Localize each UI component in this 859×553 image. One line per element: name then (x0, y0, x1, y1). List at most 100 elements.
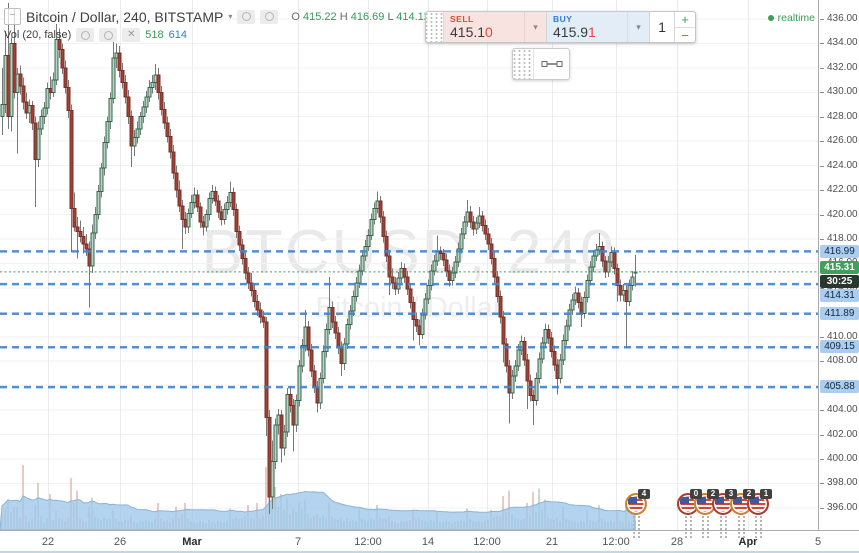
candle-body (165, 122, 170, 137)
realtime-dot-icon (767, 15, 774, 21)
candle-body (204, 214, 209, 228)
candle-body (606, 261, 611, 273)
candle-body (423, 298, 428, 316)
sell-label: SELL (450, 14, 474, 24)
volume-ma-value: 614 (168, 29, 187, 41)
candle-body (432, 260, 437, 272)
candle-body (345, 324, 350, 345)
candle-body (612, 251, 617, 269)
tick-mark (820, 116, 824, 118)
toggle-visibility-icon[interactable] (76, 28, 95, 42)
tick-mark (820, 287, 824, 289)
candle-body (495, 276, 500, 297)
candle-body (162, 108, 167, 124)
candle-body (198, 206, 203, 223)
high-value: 416.69 (350, 10, 385, 23)
candle-body (354, 282, 359, 297)
candle-body (462, 221, 467, 235)
candle-body (111, 57, 116, 99)
tick-mark (820, 43, 824, 45)
candle-body (261, 316, 266, 323)
candle-body (384, 236, 389, 257)
buy-price: 415.91 (553, 24, 596, 40)
candle-body (483, 225, 488, 235)
buy-dropdown-arrow[interactable]: ▾ (627, 12, 649, 42)
circle-icon (264, 12, 274, 21)
candle-body (306, 326, 311, 351)
time-tick-label: 22 (41, 536, 55, 548)
time-tick-label: 26 (113, 536, 127, 548)
price-level-label: 416.99 (820, 245, 859, 258)
candle-body (132, 137, 137, 147)
candle-body (582, 297, 587, 315)
trend-line-tool-icon[interactable] (534, 49, 569, 79)
buy-button[interactable]: BUY 415.91 (546, 12, 627, 42)
collapse-legend-button[interactable]: − (4, 8, 21, 25)
sell-dropdown-arrow[interactable]: ▾ (524, 12, 546, 42)
candle-body (357, 270, 362, 284)
chevron-down-icon[interactable]: ▾ (228, 12, 233, 21)
toggle-visibility-icon[interactable] (237, 9, 256, 24)
candle-body (330, 306, 335, 323)
economic-event-flag-icon[interactable] (747, 493, 769, 515)
close-icon[interactable]: ✕ (122, 28, 141, 42)
candle-body (411, 302, 416, 321)
economic-event-flag-icon[interactable] (625, 493, 647, 515)
candle-body (171, 151, 176, 174)
candlestick-chart[interactable] (0, 0, 818, 530)
settings-icon[interactable] (99, 28, 118, 42)
symbol-title[interactable]: Bitcoin / Dollar, 240, BITSTAMP (26, 8, 224, 25)
price-tick-label: 396.00 (819, 502, 858, 514)
candle-body (402, 267, 407, 278)
volume-current-value: 518 (145, 29, 164, 41)
candle-body (102, 141, 107, 169)
tick-mark (820, 434, 824, 436)
candle-body (588, 266, 593, 282)
candle-body (492, 258, 497, 278)
candle-body (300, 344, 305, 367)
price-tick-label: 398.00 (819, 477, 858, 489)
candle-body (222, 209, 227, 220)
price-axis[interactable]: 436.00 434.00 432.00 430.00 428.00 426.00 424.… (818, 0, 859, 530)
sell-button[interactable]: SELL 415.10 (444, 12, 524, 42)
candle-body (408, 288, 413, 304)
tick-mark (820, 190, 824, 192)
candle-body (246, 272, 251, 284)
buy-label: BUY (553, 14, 573, 24)
quantity-field[interactable]: 1 (649, 12, 674, 42)
flag-canton (628, 497, 637, 504)
tick-mark (820, 18, 824, 20)
candle-body (540, 342, 545, 360)
tick-mark (820, 336, 824, 338)
candle-body (120, 69, 125, 84)
toolbar-drag-handle[interactable] (513, 49, 534, 79)
last-price-label: 415.31 (820, 261, 859, 274)
circle-icon (80, 30, 90, 40)
candle-body (54, 39, 59, 81)
quantity-increase-button[interactable]: + (675, 12, 695, 28)
candle-body (576, 292, 581, 304)
widget-drag-handle[interactable] (426, 12, 444, 42)
settings-icon[interactable] (260, 9, 279, 24)
candle-body (255, 300, 260, 311)
time-axis[interactable]: 22 26 Mar 7 12:00 14 12:00 21 12:00 28 Apr 5 (0, 530, 859, 553)
tick-mark (820, 214, 824, 216)
price-tick-label: 402.00 (819, 429, 858, 441)
candle-body (378, 200, 383, 218)
quantity-decrease-button[interactable]: − (681, 28, 689, 43)
candle-body (30, 105, 35, 124)
time-tick-label: Mar (182, 536, 202, 548)
legend-symbol-row: − Bitcoin / Dollar, 240, BITSTAMP ▾ O 41… (4, 8, 478, 25)
candle-body (270, 460, 275, 498)
price-tick-label: 422.00 (819, 184, 858, 196)
candle-body (45, 88, 50, 109)
candle-body (12, 42, 17, 93)
candle-body (135, 128, 140, 139)
candle-body (525, 359, 530, 382)
candle-body (264, 321, 269, 418)
candle-body (585, 280, 590, 299)
candle-body (594, 249, 599, 257)
flag-canton (733, 497, 742, 504)
price-level-label: 411.89 (820, 307, 859, 320)
